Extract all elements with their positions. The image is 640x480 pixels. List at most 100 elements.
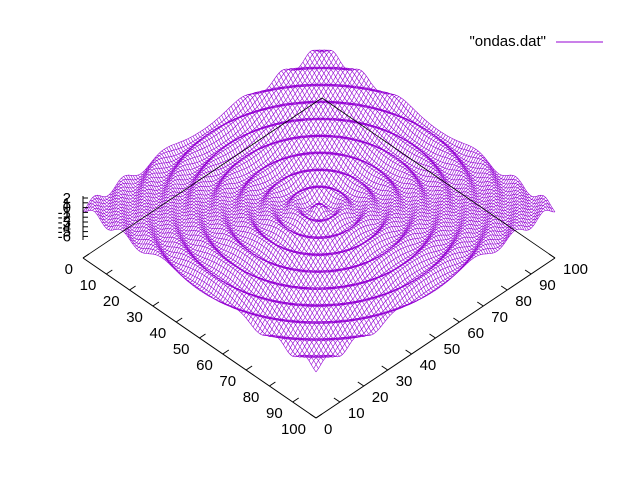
mesh-line-x: [82, 49, 323, 213]
y-tick-mark: [548, 253, 556, 259]
y-tick-mark: [453, 317, 460, 323]
mesh-line-y: [161, 150, 396, 314]
y-tick-label: 0: [324, 421, 332, 438]
mesh-line-y: [185, 139, 419, 302]
mesh-line-y: [264, 88, 498, 252]
mesh-line-y: [233, 103, 467, 268]
mesh-line-y: [297, 66, 532, 229]
mesh-line-y: [94, 195, 328, 358]
z-tick-label: -1: [58, 204, 71, 221]
mesh-line-y: [230, 105, 465, 270]
back-edge-left: [82, 97, 323, 259]
y-tick-label: 70: [491, 309, 508, 326]
mesh-line-y: [183, 140, 417, 303]
x-tick-mark: [106, 269, 113, 275]
mesh-line-y: [192, 135, 426, 298]
mesh-line-y: [159, 152, 393, 315]
x-tick-mark: [222, 349, 230, 355]
mesh-line-y: [317, 49, 551, 212]
x-tick-mark: [245, 365, 253, 371]
mesh-line-y: [154, 157, 388, 319]
mesh-line-y: [175, 143, 410, 307]
mesh-line-y: [101, 196, 336, 358]
mesh-line-y: [307, 54, 541, 217]
x-tick-label: 100: [281, 421, 306, 438]
z-tick-label: -3: [58, 214, 71, 231]
mesh-line-y: [111, 189, 345, 353]
mesh-line-y: [259, 89, 494, 254]
mesh-line-y: [235, 101, 470, 266]
mesh-line-y: [266, 87, 501, 249]
legend-label: "ondas.dat": [469, 33, 546, 50]
y-tick-label: 30: [396, 373, 413, 390]
mesh-line-y: [214, 121, 448, 283]
mesh-line-y: [309, 51, 544, 214]
mesh-line-y: [252, 92, 486, 255]
mesh-line-y: [211, 123, 446, 285]
mesh-line-y: [147, 164, 381, 328]
mesh-line-y: [262, 88, 496, 253]
mesh-line-y: [321, 49, 556, 213]
mesh-line-y: [228, 108, 462, 272]
mesh-line-y: [281, 70, 515, 234]
x-tick-label: 70: [219, 373, 236, 390]
x-tick-mark: [199, 333, 206, 339]
x-tick-mark: [292, 397, 299, 403]
y-tick-label: 90: [539, 277, 556, 294]
y-tick-label: 50: [444, 341, 461, 358]
x-tick-label: 10: [80, 277, 97, 294]
mesh-line-y: [195, 134, 429, 296]
mesh-line-y: [250, 93, 484, 255]
back-edge-right: [321, 97, 556, 259]
mesh-line-y: [314, 49, 549, 211]
mesh-line-y: [197, 133, 431, 295]
y-tick-mark: [309, 413, 317, 419]
mesh-line-y: [286, 68, 520, 230]
mesh-line-y: [85, 206, 319, 369]
mesh-line-x: [220, 141, 460, 304]
x-tick-label: 20: [103, 293, 120, 310]
x-tick-mark: [315, 413, 323, 419]
y-tick-label: 20: [372, 389, 389, 406]
x-tick-label: 50: [173, 341, 190, 358]
mesh-line-y: [269, 85, 503, 247]
mesh-line-y: [223, 112, 458, 276]
mesh-line-y: [164, 149, 398, 313]
x-tick-label: 0: [65, 261, 73, 278]
mesh-line-y: [271, 82, 505, 245]
y-tick-mark: [429, 333, 436, 339]
mesh-line-y: [142, 168, 377, 333]
mesh-line-y: [113, 186, 348, 349]
x-tick-label: 60: [196, 357, 213, 374]
mesh-line-y: [204, 128, 438, 290]
mesh-line-y: [216, 119, 450, 281]
mesh-line-y: [283, 69, 517, 231]
mesh-line-y: [319, 49, 553, 212]
legend: "ondas.dat": [469, 33, 603, 50]
mesh-line-y: [149, 161, 384, 325]
y-tick-label: 100: [563, 261, 588, 278]
mesh-line-y: [116, 183, 350, 345]
mesh-line-y: [290, 67, 525, 231]
y-tick-mark: [405, 349, 412, 355]
mesh-line-y: [202, 130, 436, 292]
mesh-line-y: [218, 117, 453, 280]
x-tick-label: 90: [266, 405, 283, 422]
mesh-line-y: [273, 79, 508, 242]
mesh-line-y: [209, 124, 443, 287]
y-tick-mark: [333, 397, 341, 403]
mesh-line-y: [90, 200, 324, 361]
x-tick-mark: [82, 253, 90, 259]
x-tick-mark: [175, 317, 183, 323]
z-tick-label: 2: [63, 190, 71, 207]
z-tick-label: 0: [63, 200, 71, 217]
mesh-line-y: [242, 96, 477, 260]
mesh-line-y: [144, 166, 379, 331]
y-tick-mark: [500, 285, 508, 291]
x-tick-label: 80: [243, 389, 260, 406]
mesh-line-y: [180, 141, 415, 304]
mesh-line-y: [254, 91, 489, 254]
mesh-line-y: [118, 180, 353, 342]
